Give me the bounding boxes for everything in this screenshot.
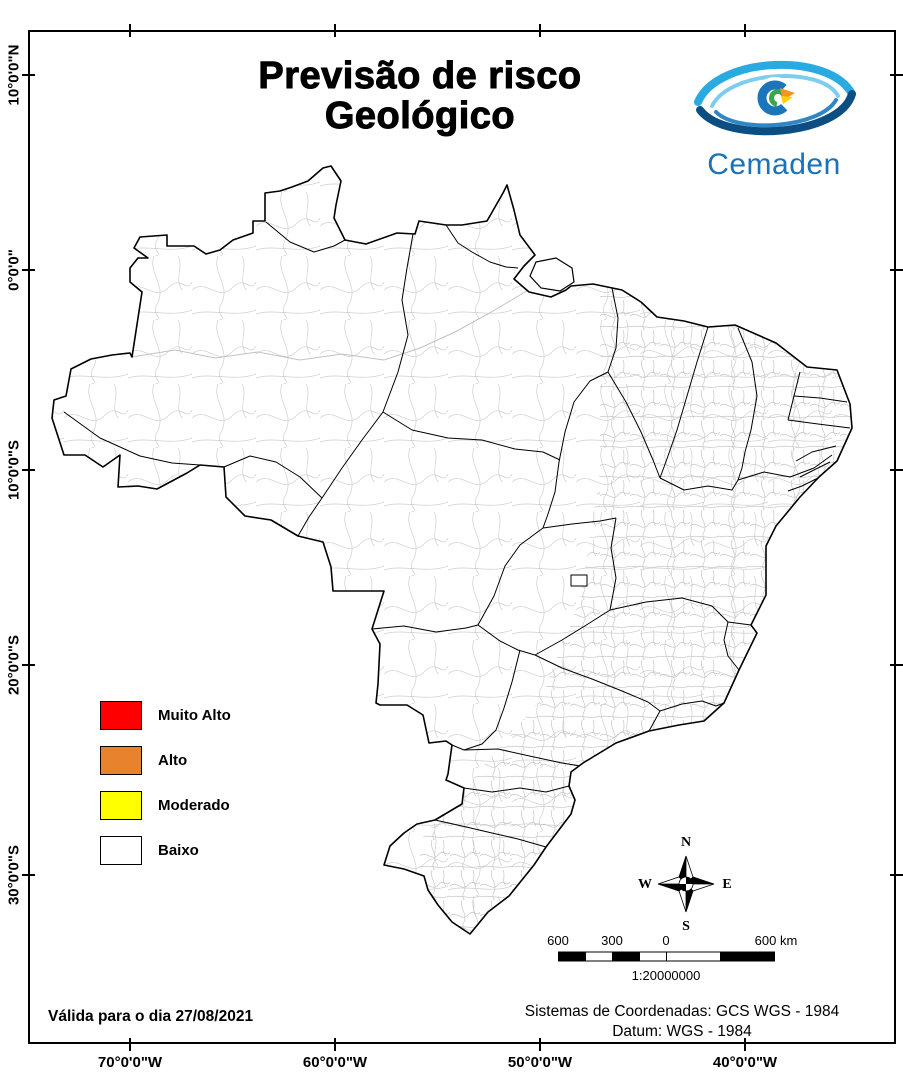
- marajo-island: [529, 257, 575, 292]
- scale-label-0: 0: [662, 933, 670, 948]
- compass-w: W: [638, 877, 652, 892]
- lat-label-10n: 10°0'0"N: [5, 44, 23, 106]
- legend-label-muito-alto: Muito Alto: [158, 706, 231, 724]
- graticule-ticks: [22, 24, 903, 1051]
- lon-label-50w: 50°0'0"W: [507, 1054, 573, 1071]
- state-boundary: [737, 451, 746, 481]
- state-boundary: [63, 411, 201, 466]
- state-boundary: [787, 477, 819, 492]
- state-boundary: [463, 649, 521, 751]
- coordinate-system-block: Sistemas de Coordenadas: GCS WGS - 1984 …: [470, 1002, 894, 1043]
- legend-item-muito-alto: Muito Alto: [100, 700, 231, 730]
- state-boundary: [737, 327, 758, 453]
- state-boundary: [799, 461, 831, 478]
- brazil-outline: [51, 165, 853, 935]
- state-boundary: [609, 597, 729, 623]
- state-boundary: [723, 621, 740, 671]
- legend-label-moderado: Moderado: [158, 796, 230, 814]
- compass-e: E: [722, 877, 731, 892]
- state-boundary: [648, 710, 661, 732]
- state-boundary: [371, 624, 479, 633]
- state-boundary: [463, 785, 570, 793]
- lat-label-0: 0°0'0": [5, 249, 23, 291]
- compass-rose: N E S W: [638, 835, 732, 932]
- amazon-river: [131, 289, 529, 361]
- state-boundary: [659, 700, 725, 712]
- lon-label-60w: 60°0'0"W: [302, 1054, 368, 1071]
- state-boundary: [321, 411, 384, 499]
- scale-ratio: 1:20000000: [631, 968, 701, 983]
- lon-label-70w: 70°0'0"W: [97, 1054, 163, 1071]
- legend-swatch-baixo: [100, 835, 142, 865]
- state-boundary: [607, 287, 619, 373]
- lon-label-40w: 40°0'0"W: [712, 1054, 778, 1071]
- map-frame: [28, 30, 896, 1044]
- legend-item-moderado: Moderado: [100, 790, 230, 820]
- page-title: Previsão de risco Geológico: [150, 55, 690, 138]
- state-boundary: [534, 609, 611, 656]
- scale-bar: [558, 951, 775, 962]
- state-boundary: [445, 224, 519, 269]
- lat-label-20s: 20°0'0"S: [5, 634, 23, 696]
- state-boundary: [434, 819, 547, 848]
- title-line-1: Previsão de risco: [258, 55, 582, 97]
- state-boundary: [451, 744, 465, 751]
- state-boundary: [542, 371, 609, 529]
- state-boundary: [223, 455, 323, 499]
- state-boundary: [727, 621, 752, 626]
- lat-label-10s: 10°0'0"S: [5, 439, 23, 501]
- scale-label-600-left: 600: [547, 933, 569, 948]
- state-boundary: [607, 371, 661, 479]
- legend-swatch-moderado: [100, 790, 142, 820]
- legend-swatch-alto: [100, 745, 142, 775]
- scale-label-300: 300: [601, 933, 623, 948]
- state-boundary: [609, 517, 617, 611]
- state-boundary: [477, 527, 544, 626]
- lat-label-30s: 30°0'0"S: [5, 844, 23, 906]
- logo-wordmark: Cemaden: [707, 148, 841, 181]
- legend-label-alto: Alto: [158, 751, 188, 769]
- state-boundary: [382, 411, 561, 461]
- state-boundary: [542, 517, 617, 529]
- state-boundary: [659, 477, 739, 491]
- scale-label-600km: 600 km: [754, 933, 798, 948]
- compass-n: N: [681, 835, 691, 850]
- datum: Datum: WGS - 1984: [612, 1023, 752, 1041]
- state-boundary: [793, 395, 848, 403]
- state-boundary: [659, 326, 709, 479]
- state-boundary: [793, 371, 801, 397]
- validity-date: Válida para o dia 27/08/2021: [48, 1008, 254, 1025]
- coordinate-system: Sistemas de Coordenadas: GCS WGS - 1984: [524, 1003, 840, 1020]
- state-boundary: [463, 748, 581, 767]
- state-boundary: [534, 654, 661, 712]
- state-boundary: [787, 419, 851, 429]
- state-boundary: [477, 624, 536, 656]
- legend-swatch-muito-alto: [100, 700, 142, 730]
- state-boundary: [795, 445, 837, 462]
- df-boundary: [570, 574, 588, 587]
- legend-item-baixo: Baixo: [100, 835, 199, 865]
- title-line-2: Geológico: [324, 95, 516, 138]
- state-boundary: [265, 221, 346, 253]
- cemaden-logo-icon: [694, 60, 856, 136]
- state-boundary: [787, 395, 795, 421]
- compass-s: S: [682, 919, 690, 932]
- state-boundary: [297, 497, 323, 537]
- legend-label-baixo: Baixo: [158, 841, 199, 859]
- state-boundary: [382, 233, 414, 413]
- state-boundary: [737, 454, 833, 481]
- state-boundaries: [63, 221, 851, 848]
- legend-item-alto: Alto: [100, 745, 187, 775]
